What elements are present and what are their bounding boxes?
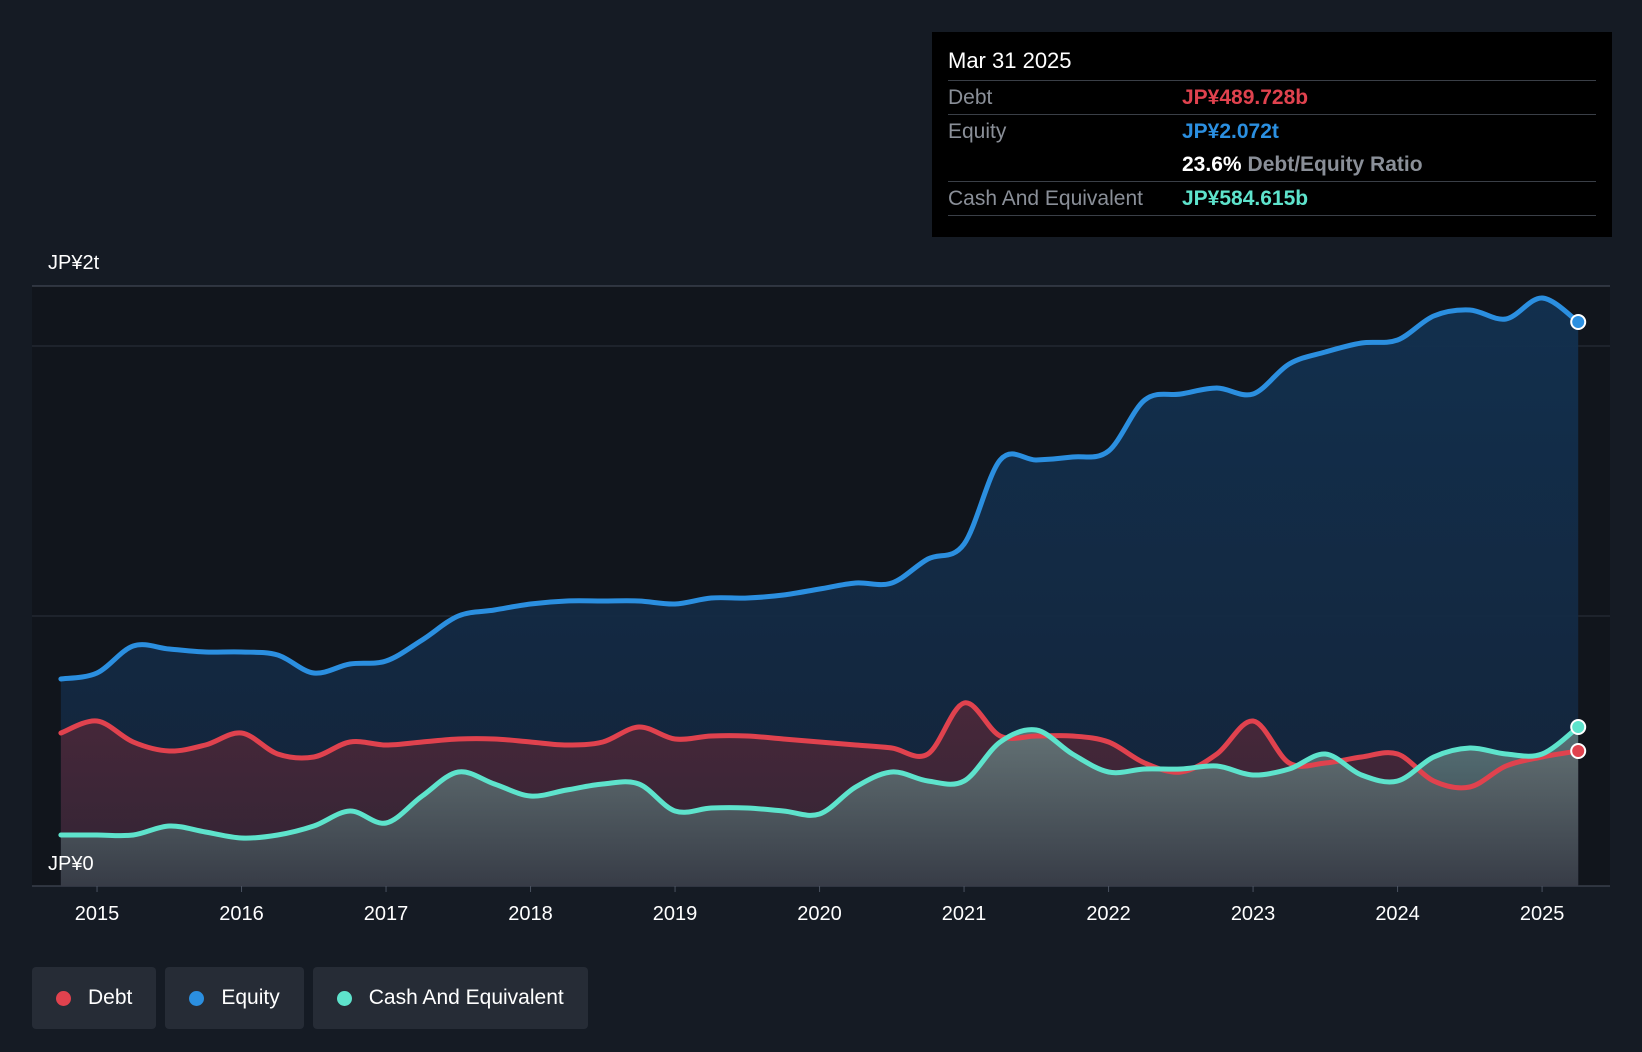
legend-item-cash[interactable]: Cash And Equivalent — [312, 967, 588, 1029]
tooltip-cash-value: JP¥584.615b — [1182, 187, 1309, 210]
x-tick-label-2020: 2020 — [797, 903, 842, 925]
x-tick-label-2022: 2022 — [1086, 903, 1131, 925]
tooltip-date: Mar 31 2025 — [948, 46, 1596, 81]
chart-legend: Debt Equity Cash And Equivalent — [32, 967, 588, 1029]
x-tick-label-2025: 2025 — [1520, 903, 1565, 925]
legend-dot-icon — [56, 990, 71, 1006]
legend-dot-icon — [336, 990, 352, 1006]
x-tick-label-2024: 2024 — [1375, 903, 1420, 925]
y-axis-top-label: JP¥2t — [48, 252, 100, 274]
cash-and-equivalent-area — [60, 727, 1579, 886]
cash-and-equivalent-line — [58, 724, 1581, 841]
tooltip-debt-label: Debt — [948, 86, 993, 109]
equity-line — [58, 295, 1581, 682]
tooltip-equity-label: Equity — [948, 120, 1007, 143]
tooltip-ratio-row: 23.6% Debt/Equity Ratio — [948, 148, 1596, 182]
tooltip-equity-value: JP¥2.072t — [1182, 120, 1279, 143]
tooltip-equity-row: Equity JP¥2.072t — [948, 115, 1596, 148]
x-tick-label-2015: 2015 — [75, 903, 120, 925]
legend-dot-icon — [189, 990, 205, 1006]
x-tick-label-2017: 2017 — [364, 903, 409, 925]
x-tick-label-2016: 2016 — [219, 903, 264, 925]
equity-end-point[interactable] — [1570, 314, 1587, 330]
x-tick-label-2018: 2018 — [508, 903, 553, 925]
tooltip-debt-row: Debt JP¥489.728b — [948, 81, 1596, 115]
data-tooltip: Mar 31 2025 Debt JP¥489.728b Equity JP¥2… — [932, 32, 1612, 237]
tooltip-ratio-label: Debt/Equity Ratio — [1247, 153, 1423, 176]
tooltip-cash-row: Cash And Equivalent JP¥584.615b — [948, 182, 1596, 216]
tooltip-cash-label: Cash And Equivalent — [948, 187, 1143, 210]
debt-end-point[interactable] — [1570, 743, 1587, 759]
legend-item-debt[interactable]: Debt — [32, 967, 157, 1029]
x-tick-label-2023: 2023 — [1231, 903, 1276, 925]
x-tick-label-2021: 2021 — [942, 903, 987, 925]
legend-label: Cash And Equivalent — [368, 986, 564, 1009]
debt-line — [58, 700, 1581, 791]
y-axis-bottom-label: JP¥0 — [48, 853, 94, 875]
legend-label: Debt — [88, 986, 133, 1009]
tooltip-ratio-value: 23.6% — [1182, 153, 1242, 176]
cash-and-equivalent-end-point[interactable] — [1570, 719, 1587, 735]
legend-item-equity[interactable]: Equity — [165, 967, 304, 1029]
legend-label: Equity — [221, 986, 280, 1009]
x-tick-label-2019: 2019 — [653, 903, 698, 925]
tooltip-debt-value: JP¥489.728b — [1182, 86, 1309, 109]
